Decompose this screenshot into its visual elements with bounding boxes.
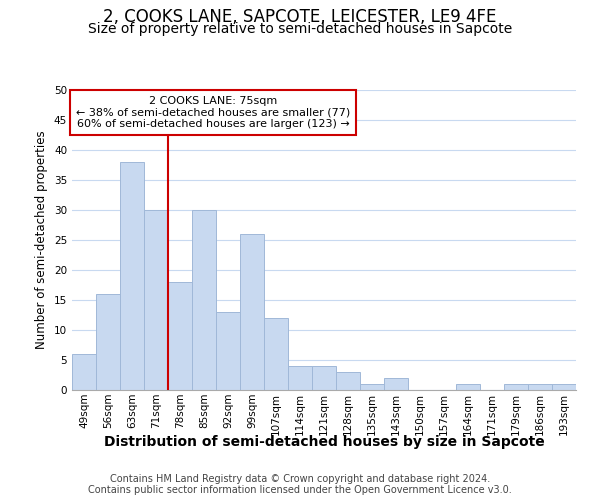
Text: Size of property relative to semi-detached houses in Sapcote: Size of property relative to semi-detach… [88, 22, 512, 36]
Bar [552, 384, 576, 390]
Bar [336, 372, 360, 390]
Y-axis label: Number of semi-detached properties: Number of semi-detached properties [35, 130, 49, 350]
Text: Contains HM Land Registry data © Crown copyright and database right 2024.: Contains HM Land Registry data © Crown c… [110, 474, 490, 484]
Text: Distribution of semi-detached houses by size in Sapcote: Distribution of semi-detached houses by … [104, 435, 544, 449]
Bar [144, 210, 168, 390]
Bar [504, 384, 528, 390]
Bar [312, 366, 336, 390]
Bar [168, 282, 192, 390]
Bar [216, 312, 240, 390]
Text: Contains public sector information licensed under the Open Government Licence v3: Contains public sector information licen… [88, 485, 512, 495]
Bar [288, 366, 312, 390]
Bar [360, 384, 384, 390]
Bar [384, 378, 408, 390]
Bar [528, 384, 552, 390]
Text: 2, COOKS LANE, SAPCOTE, LEICESTER, LE9 4FE: 2, COOKS LANE, SAPCOTE, LEICESTER, LE9 4… [103, 8, 497, 26]
Bar [192, 210, 216, 390]
Bar [120, 162, 144, 390]
Bar [96, 294, 120, 390]
Bar [240, 234, 264, 390]
Text: 2 COOKS LANE: 75sqm
← 38% of semi-detached houses are smaller (77)
60% of semi-d: 2 COOKS LANE: 75sqm ← 38% of semi-detach… [76, 96, 350, 129]
Bar [264, 318, 288, 390]
Bar [456, 384, 480, 390]
Bar [72, 354, 96, 390]
